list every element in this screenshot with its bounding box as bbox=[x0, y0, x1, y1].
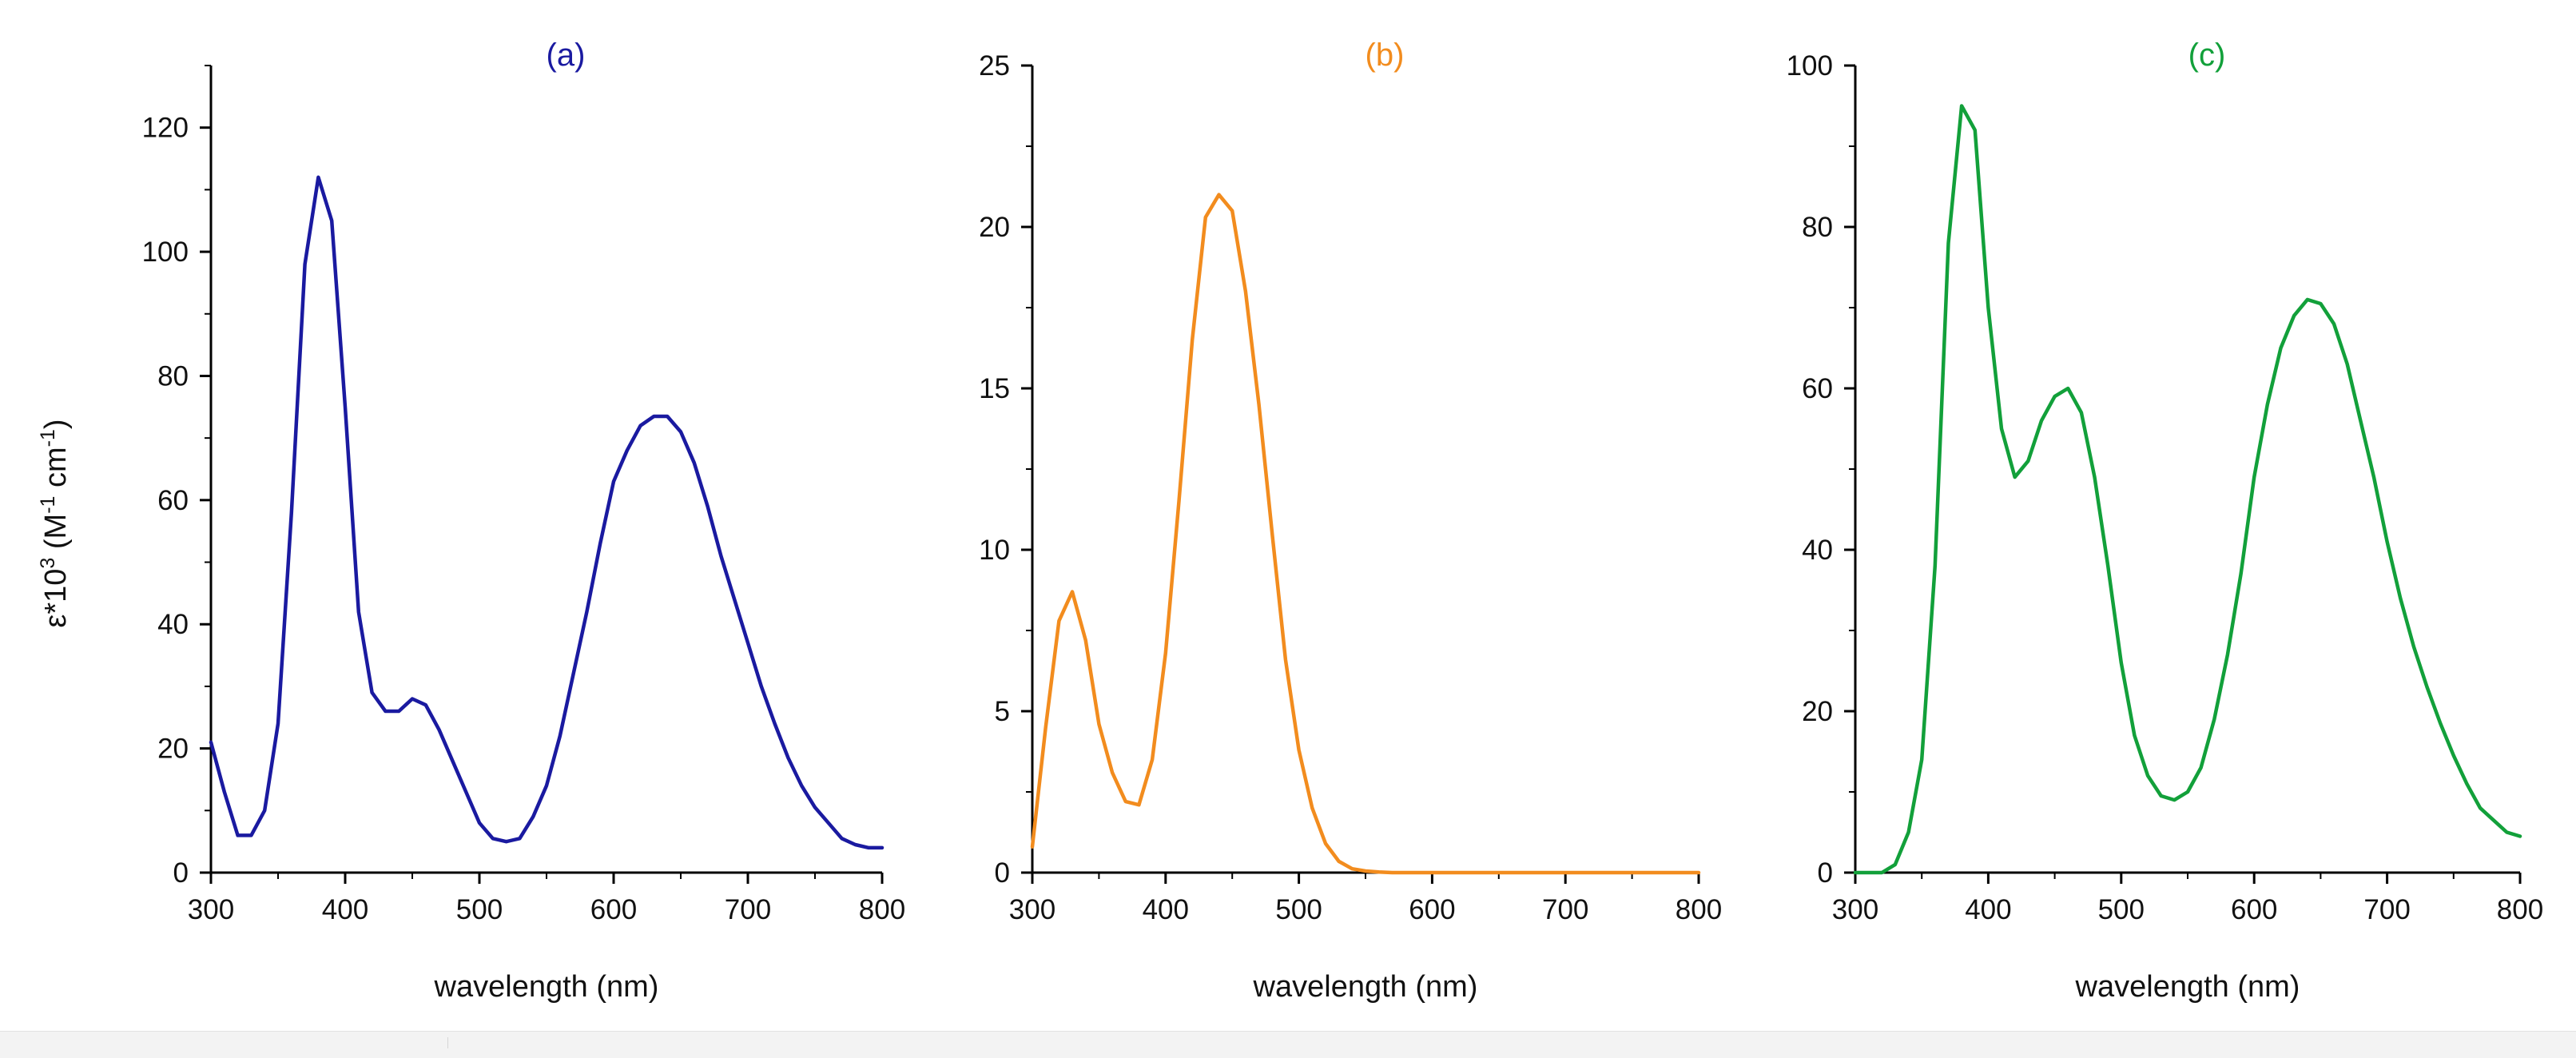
y-axis-title: ε*103 (M-1 cm-1) bbox=[37, 419, 73, 627]
x-axis-title-a: wavelength (nm) bbox=[434, 970, 659, 1004]
panel-c: 300 400 500 600 700 800 0 20 40 60 80 100 wavelength… bbox=[1787, 38, 2544, 1004]
x-tick-label-b: 500 bbox=[1275, 894, 1322, 925]
x-tick-label-c: 800 bbox=[2497, 894, 2543, 925]
x-tick-label-c: 400 bbox=[1965, 894, 2011, 925]
panel-title-c: (c) bbox=[2188, 38, 2226, 73]
y-tick-label-c: 0 bbox=[1818, 857, 1833, 889]
y-tick-label-b: 0 bbox=[995, 857, 1010, 889]
y-tick-label-a: 20 bbox=[157, 734, 189, 765]
y-tick-label-c: 60 bbox=[1802, 373, 1833, 404]
x-tick-label-a: 300 bbox=[188, 894, 234, 925]
spectrum-line-b bbox=[1030, 193, 1701, 875]
spectrum-line-a bbox=[209, 175, 885, 850]
y-tick-label-c: 80 bbox=[1802, 212, 1833, 243]
y-tick-label-b: 10 bbox=[979, 535, 1010, 566]
x-tick-label-c: 600 bbox=[2231, 894, 2277, 925]
x-tick-label-a: 400 bbox=[322, 894, 368, 925]
x-tick-label-a: 600 bbox=[590, 894, 637, 925]
status-strip-divider bbox=[447, 1037, 448, 1048]
y-axis-title-unit-close: ) bbox=[39, 419, 73, 429]
panel-b: 300 400 500 600 700 800 0 5 10 15 20 25 wavelength (… bbox=[979, 38, 1722, 1004]
y-tick-label-c: 100 bbox=[1787, 50, 1833, 82]
panel-a: 300 400 500 600 700 800 0 20 40 60 80 100 120 wavelen… bbox=[142, 38, 906, 1004]
x-axis-title-b: wavelength (nm) bbox=[1253, 970, 1478, 1004]
x-axis-title-c: wavelength (nm) bbox=[2075, 970, 2300, 1004]
x-tick-label-b: 800 bbox=[1676, 894, 1722, 925]
y-tick-label-a: 80 bbox=[157, 360, 189, 392]
x-tick-label-a: 700 bbox=[725, 894, 771, 925]
y-tick-label-b: 5 bbox=[995, 696, 1010, 727]
x-tick-label-b: 400 bbox=[1143, 894, 1189, 925]
y-axis-title-unit-mid: cm bbox=[39, 447, 73, 495]
y-axis-title-main: ε*10 bbox=[39, 569, 73, 628]
x-tick-label-c: 300 bbox=[1832, 894, 1878, 925]
y-axis-title-unit-sup1: -1 bbox=[37, 496, 59, 514]
y-tick-label-c: 20 bbox=[1802, 696, 1833, 727]
y-axis-title-sup: 3 bbox=[37, 558, 59, 569]
y-tick-label-a: 60 bbox=[157, 485, 189, 516]
panel-title-b: (b) bbox=[1366, 38, 1405, 73]
y-tick-label-a: 120 bbox=[142, 113, 189, 144]
x-tick-label-c: 500 bbox=[2098, 894, 2145, 925]
y-tick-label-a: 100 bbox=[142, 237, 189, 268]
y-tick-label-a: 40 bbox=[157, 609, 189, 640]
x-tick-label-b: 700 bbox=[1542, 894, 1588, 925]
x-tick-label-a: 500 bbox=[456, 894, 503, 925]
x-tick-label-b: 300 bbox=[1009, 894, 1055, 925]
y-tick-label-c: 40 bbox=[1802, 535, 1833, 566]
y-tick-label-b: 20 bbox=[979, 212, 1010, 243]
x-tick-label-c: 700 bbox=[2363, 894, 2410, 925]
x-tick-label-b: 600 bbox=[1409, 894, 1455, 925]
spectrum-line-c bbox=[1853, 104, 2522, 875]
bottom-status-strip bbox=[0, 1031, 2576, 1058]
y-tick-label-a: 0 bbox=[173, 857, 189, 889]
x-tick-label-a: 800 bbox=[859, 894, 905, 925]
y-tick-label-b: 25 bbox=[979, 50, 1010, 82]
y-axis-title-unit-sup2: -1 bbox=[37, 429, 59, 447]
y-axis-title-unit-open: (M bbox=[39, 514, 73, 558]
y-tick-label-b: 15 bbox=[979, 373, 1010, 404]
panel-title-a: (a) bbox=[547, 38, 586, 73]
